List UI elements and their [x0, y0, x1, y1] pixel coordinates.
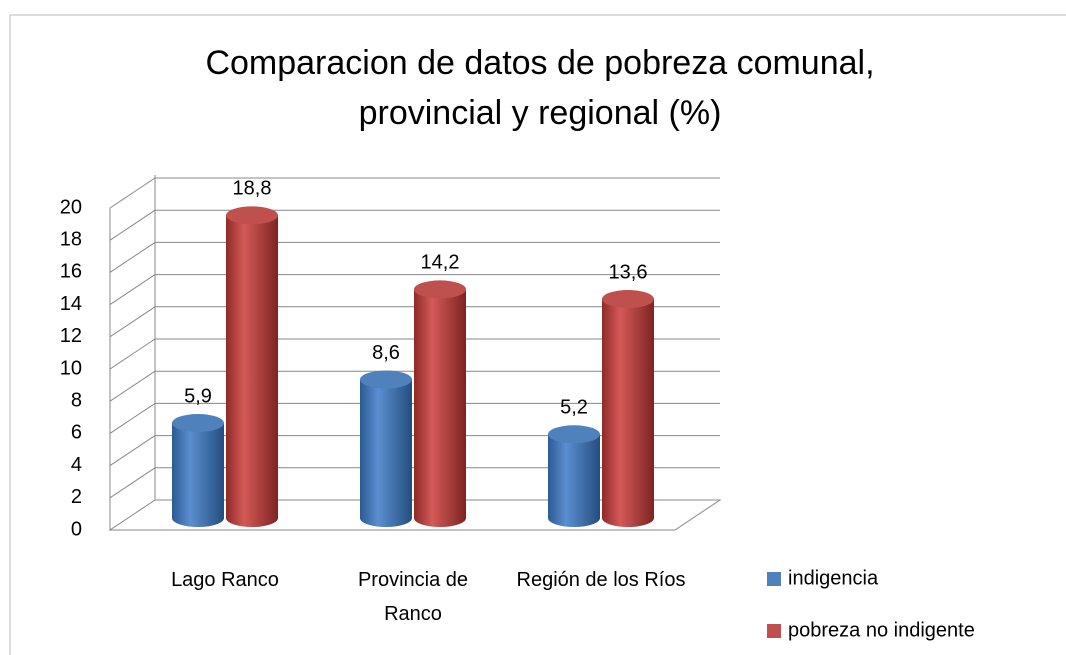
grid-line [109, 338, 156, 370]
y-tick-label: 14 [60, 293, 82, 315]
grid-line [109, 435, 156, 467]
floor [108, 499, 722, 531]
grid-line [109, 209, 156, 241]
data-label: 5,2 [560, 397, 588, 419]
data-label: 13,6 [609, 261, 648, 283]
bar [548, 434, 600, 527]
grid-line [109, 274, 156, 306]
y-tick-label: 18 [60, 228, 82, 250]
bar [172, 423, 224, 527]
legend-label: pobreza no indigente [788, 619, 975, 641]
bar-top [602, 290, 654, 309]
y-tick-label: 8 [71, 389, 82, 411]
grid-line [109, 241, 156, 273]
grid-line [109, 402, 156, 434]
y-tick-label: 20 [60, 196, 82, 218]
y-tick-label: 0 [71, 518, 82, 540]
y-tick-label: 10 [60, 357, 82, 379]
chart-title: Comparacion de datos de pobreza comunal,… [205, 44, 875, 132]
legend-swatch [767, 624, 781, 638]
x-tick-label: Región de los Ríos [516, 569, 686, 591]
y-tick-label: 2 [71, 486, 82, 508]
bar-top [226, 206, 278, 225]
frame [9, 14, 1066, 655]
bar-top [172, 414, 224, 433]
y-tick-label: 6 [71, 422, 82, 444]
bar [226, 215, 278, 527]
legend-swatch [767, 572, 781, 586]
x-tick-label: Provincia de Ranco [357, 569, 469, 625]
grid-line [109, 306, 156, 338]
bar [360, 379, 412, 527]
bar-top [360, 370, 412, 389]
data-label: 8,6 [372, 342, 400, 364]
grid-line [109, 177, 156, 209]
data-label: 18,8 [233, 178, 272, 200]
bar [414, 289, 466, 527]
x-tick-label: Lago Ranco [171, 569, 279, 591]
bar-top [548, 425, 600, 444]
y-tick-label: 12 [60, 325, 82, 347]
grid-line [109, 370, 156, 402]
grid-line [109, 467, 156, 499]
y-tick-label: 16 [60, 261, 82, 283]
data-label: 5,9 [184, 385, 212, 407]
data-label: 14,2 [421, 252, 460, 274]
bar [602, 299, 654, 527]
y-tick-label: 4 [71, 454, 82, 476]
legend-label: indigencia [788, 567, 879, 589]
bar-top [414, 280, 466, 299]
